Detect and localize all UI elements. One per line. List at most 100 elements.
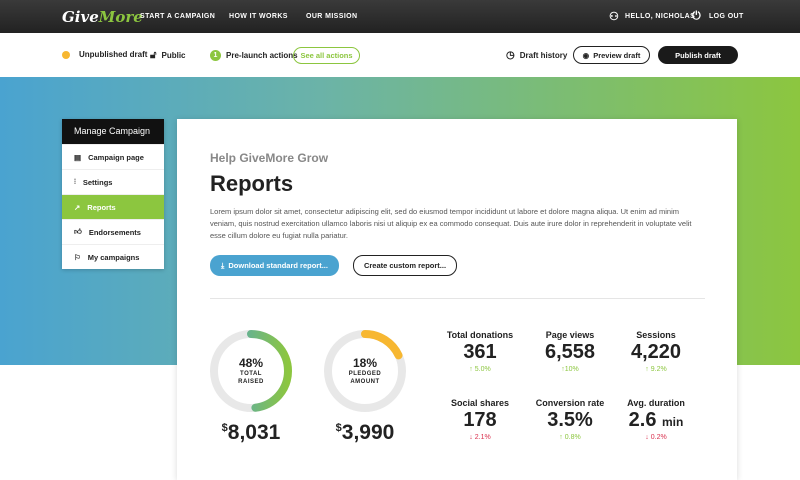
- sidebar-item-my-campaigns[interactable]: ⚐ My campaigns: [62, 244, 164, 269]
- stat-delta: ↓ 0.2%: [645, 434, 667, 441]
- visibility-label: Public: [161, 51, 186, 60]
- sidebar-item-label: Settings: [82, 177, 113, 187]
- donut-arc: [324, 330, 406, 412]
- sidebar-item-settings[interactable]: ⫶ Settings: [62, 169, 164, 194]
- flag-icon: ⚐: [74, 252, 81, 262]
- stat-label: Sessions: [636, 330, 676, 340]
- stat-delta: ↑ 9.2%: [645, 366, 667, 373]
- prelaunch-label: Pre-launch actions: [226, 51, 298, 60]
- donut-label: AMOUNT: [350, 379, 380, 385]
- stat-label: Social shares: [450, 398, 510, 408]
- campaign-status-bar: Unpublished draft 🔓︎ Public 1 Pre-launch a…: [0, 33, 800, 77]
- stat-value: 4,220: [611, 341, 701, 364]
- stat-delta: ↓ 2.1%: [469, 434, 491, 441]
- amount-value: 8,031: [227, 421, 281, 444]
- stat-avg-duration: Avg. duration 2.6 min ↓ 0.2%: [611, 398, 701, 441]
- nav-our-mission[interactable]: OUR MISSION: [306, 13, 358, 20]
- user-icon: ⚇: [609, 11, 620, 23]
- eye-icon: ◉: [582, 50, 590, 60]
- stat-label: Total donations: [446, 330, 514, 340]
- draft-status: Unpublished draft: [62, 50, 147, 59]
- visibility-status[interactable]: 🔓︎ Public: [150, 50, 186, 61]
- pledged-amount-donut: 18% PLEDGED AMOUNT $3,990: [323, 329, 407, 444]
- preview-label: Preview draft: [593, 50, 641, 60]
- sidebar-item-label: My campaigns: [87, 252, 140, 262]
- currency-symbol: $: [335, 422, 342, 434]
- stat-value: 3.5%: [525, 409, 615, 432]
- sidebar-item-endorsements[interactable]: 👍︎ Endorsements: [62, 219, 164, 244]
- stat-page-views: Page views 6,558 ↑10%: [525, 330, 615, 373]
- page-subtitle: Help GiveMore Grow: [210, 151, 329, 165]
- givemore-logo[interactable]: GiveMore: [62, 8, 143, 26]
- download-icon: ⤓: [221, 260, 225, 270]
- sliders-icon: ⫶: [74, 177, 76, 186]
- nav-how-it-works[interactable]: HOW IT WORKS: [229, 13, 288, 20]
- page-title: Reports: [210, 171, 294, 196]
- donut-label: PLEDGED: [348, 371, 382, 377]
- stat-number: 361: [463, 341, 497, 363]
- page-description: Lorem ipsum dolor sit amet, consectetur …: [210, 207, 692, 240]
- sidebar: Manage Campaign ▤ Campaign page ⫶ Settings…: [62, 119, 164, 269]
- sidebar-item-campaign-page[interactable]: ▤ Campaign page: [62, 144, 164, 169]
- count-badge: 1: [210, 50, 221, 61]
- power-icon: ⏻: [692, 10, 702, 22]
- stat-value: 6,558: [525, 341, 615, 364]
- donut-amount: $8,031: [209, 421, 293, 445]
- stat-value: 361: [435, 341, 525, 364]
- logo-text: More: [98, 8, 143, 26]
- nav-start-campaign[interactable]: START A CAMPAIGN: [140, 13, 216, 20]
- stat-label: Conversion rate: [535, 398, 605, 408]
- draft-history-label: Draft history: [519, 51, 568, 60]
- stat-social-shares: Social shares 178 ↓ 2.1%: [435, 398, 525, 441]
- stat-number: 2.6: [628, 409, 657, 431]
- draft-history-link[interactable]: ◷ Draft history: [506, 50, 567, 61]
- currency-symbol: $: [221, 422, 228, 434]
- sidebar-item-reports[interactable]: ↗ Reports: [62, 194, 164, 219]
- stat-number: 178: [463, 409, 497, 431]
- reports-card: Help GiveMore Grow Reports Lorem ipsum d…: [177, 119, 737, 480]
- donut-label: RAISED: [238, 379, 264, 385]
- stat-label: Avg. duration: [627, 398, 685, 408]
- stat-total-donations: Total donations 361 ↑ 5.0%: [435, 330, 525, 373]
- donut-amount: $3,990: [323, 421, 407, 445]
- donut-chart: [210, 330, 292, 412]
- stat-number: 6,558: [544, 341, 596, 363]
- thumbs-up-icon: 👍︎: [74, 227, 82, 236]
- donut-chart: [324, 330, 406, 412]
- top-nav-bar: GiveMore START A CAMPAIGN HOW IT WORKS O…: [0, 0, 800, 33]
- create-custom-report-button[interactable]: Create custom report...: [353, 255, 457, 276]
- donut-percent: 48%: [238, 356, 264, 370]
- stat-value: 178: [435, 409, 525, 432]
- download-report-button[interactable]: ⤓ Download standard report...: [210, 255, 339, 276]
- clock-icon: ◷: [506, 50, 515, 61]
- stat-delta: ↑ 0.8%: [559, 434, 581, 441]
- stat-number: 3.5%: [547, 409, 593, 431]
- sidebar-item-label: Endorsements: [88, 227, 141, 237]
- donut-percent: 18%: [352, 356, 378, 370]
- donut-arc: [210, 330, 292, 412]
- status-label: Unpublished draft: [79, 50, 148, 59]
- stat-unit: min: [662, 415, 684, 429]
- total-raised-donut: 48% TOTAL RAISED $8,031: [209, 329, 293, 444]
- user-greeting[interactable]: HELLO, NICHOLAS: [625, 13, 696, 20]
- amount-value: 3,990: [341, 421, 395, 444]
- stat-delta: ↑ 5.0%: [469, 366, 491, 373]
- divider: [210, 298, 705, 299]
- stat-label: Page views: [545, 330, 595, 340]
- download-label: Download standard report...: [228, 261, 328, 270]
- see-all-actions-button[interactable]: See all actions: [293, 47, 360, 64]
- sidebar-item-label: Reports: [87, 202, 116, 212]
- stat-sessions: Sessions 4,220 ↑ 9.2%: [611, 330, 701, 373]
- prelaunch-actions[interactable]: 1 Pre-launch actions: [210, 50, 298, 61]
- layout-icon: ▤: [74, 152, 82, 162]
- stat-delta: ↑10%: [561, 366, 579, 373]
- preview-draft-button[interactable]: ◉ Preview draft: [573, 46, 650, 64]
- stat-number: 4,220: [630, 341, 682, 363]
- stat-conversion-rate: Conversion rate 3.5% ↑ 0.8%: [525, 398, 615, 441]
- publish-draft-button[interactable]: Publish draft: [658, 46, 738, 64]
- stat-value: 2.6 min: [611, 409, 701, 432]
- logout-link[interactable]: LOG OUT: [709, 13, 744, 20]
- lock-open-icon: 🔓︎: [150, 50, 157, 61]
- sidebar-title: Manage Campaign: [62, 119, 164, 144]
- trend-up-icon: ↗: [74, 202, 81, 212]
